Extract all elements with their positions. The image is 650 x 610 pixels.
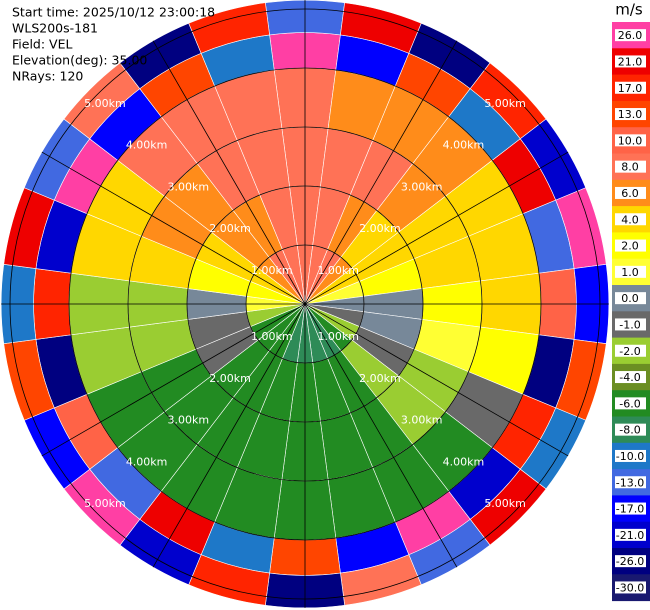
colorbar-label-bg [615, 186, 646, 199]
ring-label: 1.00km [317, 330, 359, 343]
colorbar-label: -8.0 [619, 424, 640, 437]
colorbar-label: 0.0 [621, 292, 639, 305]
ring-label: 3.00km [401, 180, 443, 193]
ring-label: 3.00km [401, 414, 443, 427]
ring-label: 3.00km [168, 414, 210, 427]
colorbar-label-bg [615, 528, 646, 541]
ring-label: 2.00km [209, 222, 251, 235]
colorbar-label-bg [615, 292, 646, 305]
header-line: Field: VEL [12, 37, 72, 52]
colorbar-label: -21.0 [616, 529, 644, 542]
ring-label: 5.00km [484, 97, 526, 110]
colorbar-label-bg [615, 555, 646, 568]
colorbar-label: -30.0 [616, 581, 644, 594]
colorbar-label-bg [615, 213, 646, 226]
colorbar-label-bg [615, 29, 646, 42]
ring-label: 1.00km [317, 264, 359, 277]
colorbar-label-bg [615, 318, 646, 331]
ring-label: 1.00km [251, 330, 293, 343]
colorbar-label: 6.0 [621, 187, 639, 200]
colorbar-label-bg [615, 81, 646, 94]
colorbar-label: -4.0 [619, 371, 640, 384]
colorbar-label: 17.0 [618, 82, 643, 95]
colorbar-label-bg [615, 134, 646, 147]
range-ring [68, 67, 542, 541]
ring-label: 4.00km [126, 455, 168, 468]
ring-label: 2.00km [209, 372, 251, 385]
header-line: Elevation(deg): 35.00 [12, 53, 147, 68]
velocity-cell [188, 2, 270, 54]
ring-label: 4.00km [443, 455, 485, 468]
colorbar-label-bg [615, 371, 646, 384]
spoke [152, 40, 458, 568]
colorbar-label-bg [615, 55, 646, 68]
colorbar-label: -13.0 [616, 476, 644, 489]
colorbar-label: 2.0 [621, 240, 639, 253]
colorbar-label-bg [615, 397, 646, 410]
colorbar-label-bg [615, 344, 646, 357]
ring-label: 3.00km [168, 180, 210, 193]
colorbar-label: -1.0 [619, 318, 640, 331]
colorbar-label: 21.0 [618, 55, 643, 68]
ring-label: 5.00km [84, 497, 126, 510]
header-line: NRays: 120 [12, 69, 83, 84]
colorbar: m/s 26.0 21.0 17.0 13.0 10.0 8.0 6.0 4.0 2.0 1.0 0.… [612, 1, 650, 602]
header-line: Start time: 2025/10/12 23:00:18 [12, 5, 215, 20]
colorbar-label: -26.0 [616, 555, 644, 568]
colorbar-label-bg [615, 449, 646, 462]
header: Start time: 2025/10/12 23:00:18WLS200s-1… [12, 5, 215, 84]
ring-label: 2.00km [359, 372, 401, 385]
colorbar-label: 4.0 [621, 213, 639, 226]
colorbar-label: 26.0 [618, 29, 643, 42]
colorbar-label-bg [615, 239, 646, 252]
colorbar-label-bg [615, 265, 646, 278]
colorbar-label-bg [615, 160, 646, 173]
range-ring [127, 126, 483, 482]
colorbar-label: -6.0 [619, 397, 640, 410]
colorbar-title: m/s [615, 1, 643, 19]
range-ring [9, 8, 601, 600]
colorbar-label: 10.0 [618, 134, 643, 147]
range-ring [245, 244, 365, 364]
header-line: WLS200s-181 [12, 21, 98, 36]
colorbar-label-bg [615, 502, 646, 515]
ring-label: 5.00km [484, 497, 526, 510]
colorbar-label: -10.0 [616, 450, 644, 463]
ring-label: 2.00km [359, 222, 401, 235]
colorbar-label: -17.0 [616, 503, 644, 516]
ring-label: 4.00km [126, 139, 168, 152]
colorbar-label-bg [615, 581, 646, 594]
range-ring [186, 185, 424, 423]
colorbar-label: 8.0 [621, 161, 639, 174]
colorbar-label: -2.0 [619, 345, 640, 358]
ring-label: 1.00km [251, 264, 293, 277]
colorbar-label-bg [615, 108, 646, 121]
colorbar-label-bg [615, 476, 646, 489]
ring-label: 4.00km [443, 139, 485, 152]
colorbar-label: 1.0 [621, 266, 639, 279]
ring-label: 5.00km [84, 97, 126, 110]
colorbar-label-bg [615, 423, 646, 436]
range-rings: 1.00km 1.00km 1.00km 1.00km 2.00km 2.00km 2.00… [1, 0, 609, 608]
radar-field [0, 0, 610, 609]
colorbar-label: 13.0 [618, 108, 643, 121]
